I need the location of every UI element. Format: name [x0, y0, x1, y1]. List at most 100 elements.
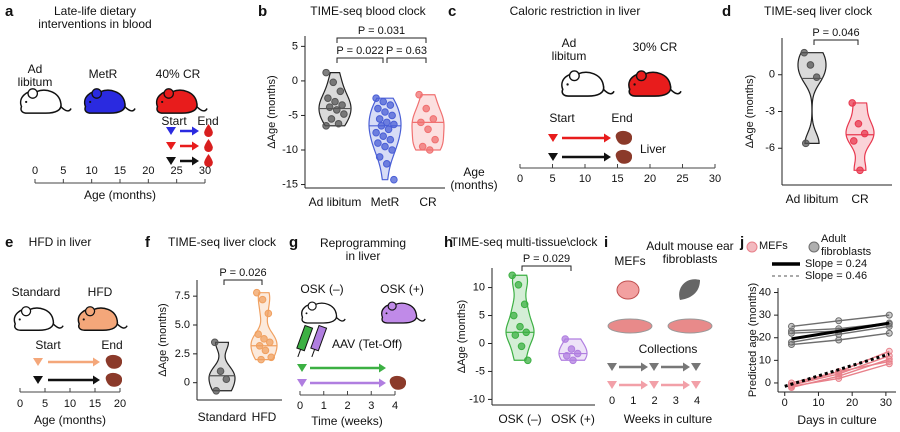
tick-label: 0	[17, 398, 23, 410]
significance-bracket	[386, 57, 427, 63]
data-point	[885, 360, 893, 368]
data-point	[264, 309, 273, 318]
data-point	[509, 311, 518, 320]
mouse	[155, 88, 208, 114]
data-point	[885, 329, 893, 337]
axis-label: Age (months)	[450, 165, 498, 192]
chart-title: TIME-seq multi-tissue\clock	[451, 235, 599, 249]
data-point	[511, 331, 520, 339]
y-axis-label: Predicted age (months)	[747, 283, 759, 397]
data-point	[569, 356, 577, 365]
y-tick-label: 2.5	[175, 348, 190, 360]
data-point	[322, 68, 330, 77]
y-axis-label: ΔAge (months)	[744, 75, 756, 148]
data-point	[425, 146, 434, 154]
data-point	[417, 118, 425, 127]
y-tick-label: -15	[282, 178, 298, 190]
bean-icon	[105, 372, 122, 387]
legend-label: Adult fibroblasts	[821, 233, 872, 258]
x-tick-label: CR	[419, 195, 437, 209]
chart-title: TIME-seq blood clock	[310, 4, 426, 18]
p-value: P = 0.022	[336, 45, 383, 57]
y-tick-label: -5	[288, 109, 298, 121]
data-point	[388, 111, 396, 120]
significance-bracket	[813, 39, 859, 45]
arrow-head	[641, 362, 648, 372]
data-point	[424, 125, 432, 134]
y-tick-label: 10	[473, 281, 485, 293]
tick-label: 10	[86, 165, 98, 177]
tick-label: 10	[64, 398, 76, 410]
data-point	[390, 175, 398, 184]
data-point	[254, 330, 263, 339]
violin	[208, 341, 236, 392]
panel-letter: h	[444, 234, 453, 251]
tissue-label: Liver	[640, 142, 666, 156]
axis-label: Time (weeks)	[311, 414, 383, 428]
panel-letter: g	[289, 234, 298, 251]
end-label: End	[611, 111, 632, 125]
p-value: P = 0.029	[523, 253, 570, 265]
data-point	[854, 119, 863, 128]
vector-label: AAV (Tet-Off)	[332, 337, 402, 351]
data-point	[812, 73, 821, 81]
data-point	[508, 271, 517, 280]
tick-label: 20	[114, 398, 126, 410]
arrow-head	[604, 133, 611, 143]
data-point	[514, 280, 523, 289]
y-axis-label: ΔAge (months)	[266, 75, 278, 148]
mouse	[628, 70, 682, 97]
tick-label: 25	[171, 165, 183, 177]
start-marker	[607, 363, 617, 371]
start-marker	[33, 376, 43, 384]
data-point	[806, 61, 815, 69]
data-point	[418, 142, 427, 151]
y-tick-label: 0	[292, 75, 298, 87]
start-marker	[548, 134, 558, 142]
y-tick-label: 40	[759, 286, 771, 298]
mouse	[83, 88, 136, 114]
data-point	[375, 153, 384, 161]
data-point	[885, 357, 893, 365]
group-label: Ad libitum	[17, 62, 53, 89]
tick-label: 15	[114, 165, 126, 177]
chart-title: TIME-seq liver clock	[168, 235, 277, 249]
start-marker	[691, 363, 701, 371]
data-point	[390, 120, 398, 129]
data-point	[856, 166, 864, 175]
arrow-head	[641, 380, 648, 390]
axis-label: Weeks in culture	[624, 412, 713, 426]
mouse	[77, 306, 128, 331]
dish	[667, 318, 713, 334]
data-point	[324, 94, 332, 102]
start-marker	[166, 127, 176, 135]
y-tick-label: 0	[769, 69, 775, 81]
tick-label: 30	[709, 173, 721, 185]
tick-label: 20	[142, 165, 154, 177]
data-point	[522, 328, 531, 337]
arrow-head	[192, 141, 199, 151]
data-point	[331, 97, 339, 106]
arrow-head	[93, 357, 100, 367]
data-point	[327, 115, 336, 123]
fit-line	[791, 321, 890, 341]
start-label: Start	[549, 111, 575, 125]
group-label: MEFs	[614, 254, 645, 268]
sample-line	[791, 332, 890, 346]
data-point	[567, 345, 576, 353]
panel-letter: d	[722, 3, 731, 20]
legend-label: MEFs	[759, 240, 788, 252]
y-tick-label: -5	[475, 365, 485, 377]
start-label: Start	[161, 114, 187, 128]
data-point	[848, 99, 857, 107]
arrow-head	[604, 152, 611, 162]
x-tick-label: Ad libitum	[309, 195, 362, 209]
ear-icon	[679, 279, 700, 300]
y-tick-label: 10	[759, 354, 771, 366]
tick-label: 15	[611, 173, 623, 185]
tick-label: 3	[368, 400, 374, 412]
data-point	[429, 115, 438, 123]
panel-title: HFD in liver	[28, 235, 92, 249]
p-value: P = 0.026	[219, 267, 266, 279]
data-point	[885, 311, 893, 319]
